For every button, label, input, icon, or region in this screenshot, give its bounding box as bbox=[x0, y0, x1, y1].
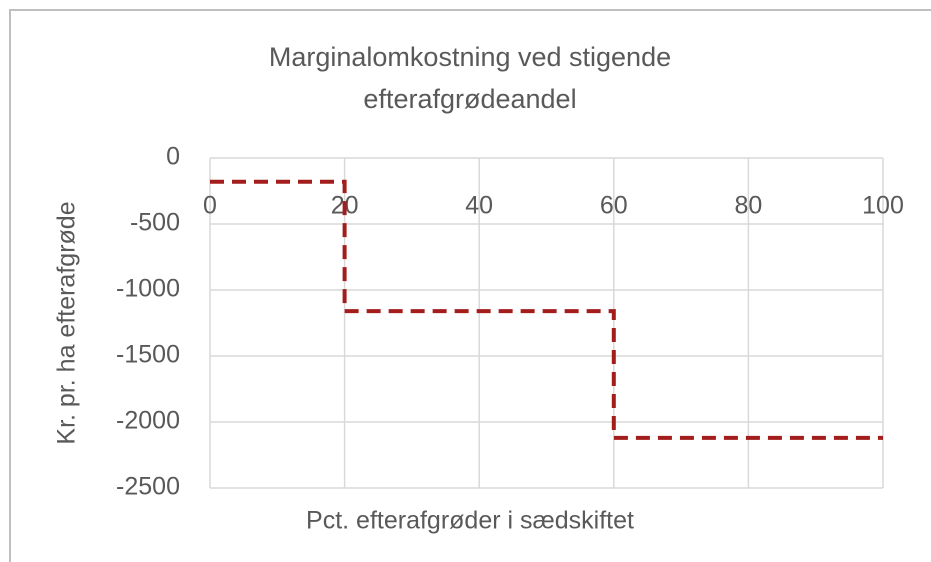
x-tick-label: 40 bbox=[465, 192, 493, 220]
y-tick-label: -2000 bbox=[116, 407, 180, 435]
y-axis-title: Kr. pr. ha efterafgrøde bbox=[53, 201, 81, 444]
y-tick-label: 0 bbox=[166, 143, 180, 171]
x-tick-label: 60 bbox=[600, 192, 628, 220]
y-tick-label: -1000 bbox=[116, 275, 180, 303]
chart-title: Marginalomkostning ved stigende efterafg… bbox=[268, 42, 672, 114]
x-axis-title: Pct. efterafgrøder i sædskiftet bbox=[306, 507, 634, 535]
y-tick-label: -500 bbox=[130, 209, 180, 237]
x-tick-label: 100 bbox=[862, 192, 904, 220]
y-tick-label: -2500 bbox=[116, 473, 180, 501]
data-line bbox=[210, 179, 883, 440]
x-tick-label: 80 bbox=[734, 192, 762, 220]
chart-frame bbox=[9, 9, 931, 562]
y-tick-label: -1500 bbox=[116, 341, 180, 369]
x-tick-label: 0 bbox=[203, 192, 217, 220]
